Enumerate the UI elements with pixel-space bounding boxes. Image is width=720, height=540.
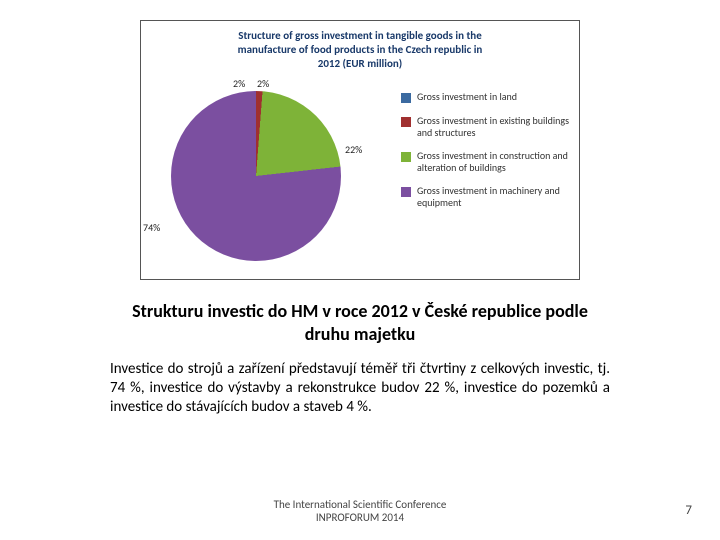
legend-swatch-icon (401, 117, 411, 127)
legend-label: Gross investment in construction and alt… (417, 150, 571, 173)
chart-legend: Gross investment in land Gross investmen… (401, 91, 571, 220)
legend-label: Gross investment in existing buildings a… (417, 115, 571, 138)
chart-title: Structure of gross investment in tangibl… (151, 29, 569, 70)
legend-swatch-icon (401, 187, 411, 197)
legend-swatch-icon (401, 93, 411, 103)
legend-label: Gross investment in machinery and equipm… (417, 185, 571, 208)
legend-item: Gross investment in land (401, 91, 571, 103)
legend-item: Gross investment in construction and alt… (401, 150, 571, 173)
page-number: 7 (685, 503, 692, 518)
body-paragraph: Investice do strojů a zařízení představu… (110, 360, 610, 416)
figure-caption: Strukturu investic do HM v roce 2012 v Č… (110, 300, 610, 345)
pie-label-existing: 2% (257, 77, 269, 90)
legend-label: Gross investment in land (417, 91, 517, 103)
pie-label-construction: 22% (345, 143, 362, 156)
footer-line2: INPROFORUM 2014 (316, 511, 404, 524)
pie-chart: 2% 2% 22% 74% (171, 91, 341, 261)
chart-container: Structure of gross investment in tangibl… (140, 20, 580, 280)
pie-label-land: 2% (233, 77, 245, 90)
legend-swatch-icon (401, 152, 411, 162)
legend-item: Gross investment in existing buildings a… (401, 115, 571, 138)
footer: The International Scientific Conference … (0, 498, 720, 524)
footer-line1: The International Scientific Conference (274, 498, 447, 511)
pie-label-machinery: 74% (143, 221, 160, 234)
pie-graphic (171, 91, 341, 261)
legend-item: Gross investment in machinery and equipm… (401, 185, 571, 208)
slide: Structure of gross investment in tangibl… (0, 0, 720, 540)
